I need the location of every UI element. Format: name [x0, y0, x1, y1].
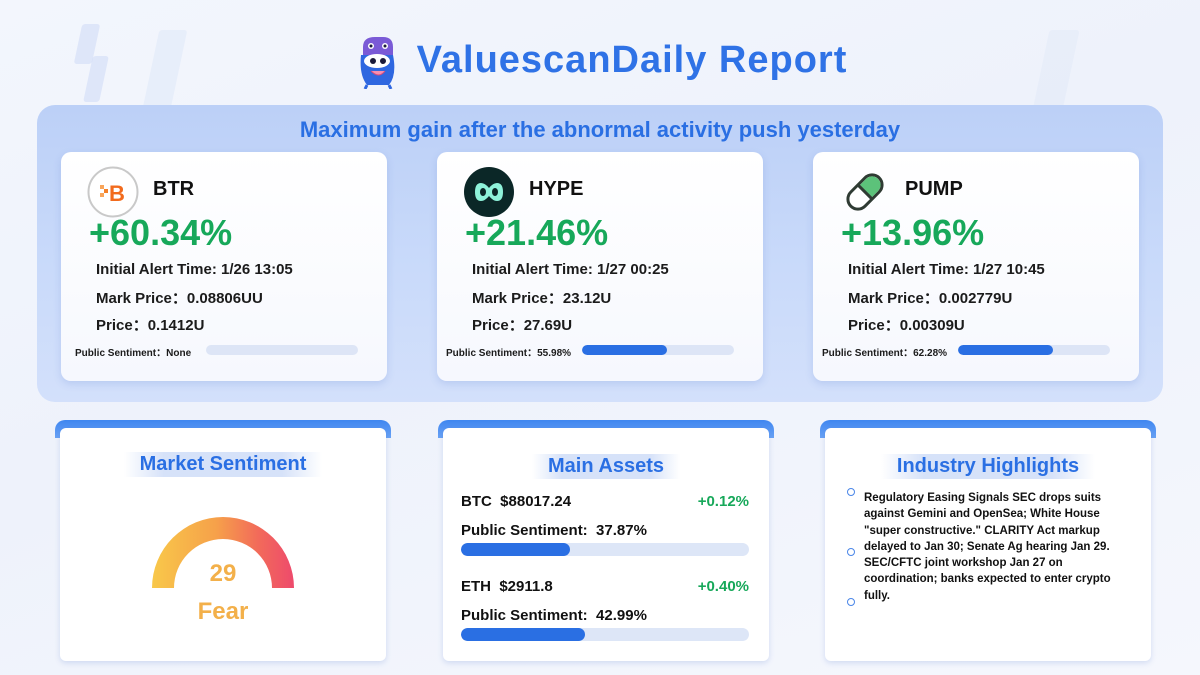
alert-time-row: Initial Alert Time: 1/27 10:45 — [848, 261, 1045, 278]
mark-price-row: Mark Price：0.002779U — [848, 287, 1012, 308]
asset-change: +0.40% — [697, 578, 749, 595]
mark-price-value: 23.12U — [562, 290, 612, 307]
asset-price: $2911.8 — [499, 578, 553, 595]
asset-row-btc[interactable]: BTC $88017.24 +0.12% — [461, 493, 749, 510]
asset-sentiment-bar — [461, 628, 749, 641]
page-title: ValuescanDaily Report — [416, 38, 848, 81]
alert-time-label: Initial Alert Time: — [472, 261, 593, 278]
public-sentiment-label: Public Sentiment：None — [75, 348, 192, 359]
alert-time-value: 1/27 00:25 — [597, 261, 669, 278]
mark-price-label: Mark Price： — [472, 290, 563, 307]
public-sentiment-value: 55.98% — [537, 348, 572, 359]
mark-price-label: Mark Price： — [848, 290, 939, 307]
public-sentiment-value: None — [166, 348, 192, 359]
hyperliquid-logo-icon — [464, 167, 514, 217]
pill-capsule-icon — [846, 173, 884, 211]
public-sentiment-value: 62.28% — [913, 348, 948, 359]
mark-price-value: 0.002779U — [938, 290, 1013, 307]
alert-time-value: 1/27 10:45 — [973, 261, 1045, 278]
coin-card-btr[interactable]: B BTR +60.34% Initial Alert Time: 1/26 1… — [61, 152, 387, 381]
mascot-logo-icon — [360, 37, 394, 89]
asset-row-eth[interactable]: ETH $2911.8 +0.40% — [461, 578, 749, 595]
coin-gain: +60.34% — [89, 212, 233, 253]
coin-name: HYPE — [529, 178, 584, 200]
alert-time-row: Initial Alert Time: 1/27 00:25 — [472, 261, 669, 278]
asset-symbol: BTC — [461, 493, 492, 510]
public-sentiment-label: Public Sentiment：55.98% — [446, 348, 572, 359]
price-value: 0.1412U — [147, 317, 205, 334]
asset-symbol: ETH — [461, 578, 491, 595]
asset-sentiment-row: Public Sentiment: 37.87% — [461, 522, 749, 539]
asset-price: $88017.24 — [500, 493, 572, 510]
price-label: Price： — [848, 317, 900, 334]
coin-name: PUMP — [905, 178, 963, 200]
public-sentiment-fill — [958, 345, 1053, 355]
mark-price-value: 0.08806UU — [186, 290, 263, 307]
asset-sentiment-label: Public Sentiment: — [461, 522, 588, 539]
asset-sentiment-fill — [461, 628, 585, 641]
coin-gain: +21.46% — [465, 212, 609, 253]
alert-time-row: Initial Alert Time: 1/26 13:05 — [96, 261, 293, 278]
market-sentiment-card[interactable]: Market Sentiment 29 Fear — [60, 428, 386, 661]
public-sentiment-label: Public Sentiment：62.28% — [822, 348, 948, 359]
industry-highlights-title: Industry Highlights — [880, 454, 1096, 479]
asset-sentiment-value: 37.87% — [596, 522, 647, 539]
asset-sentiment-row: Public Sentiment: 42.99% — [461, 607, 749, 624]
coin-card-pump[interactable]: PUMP +13.96% Initial Alert Time: 1/27 10… — [813, 152, 1139, 381]
top-gainers-panel: Maximum gain after the abnormal activity… — [37, 105, 1163, 402]
main-assets-card[interactable]: Main Assets BTC $88017.24 +0.12% Public … — [443, 428, 769, 661]
mark-price-row: Mark Price：0.08806UU — [96, 287, 263, 308]
mark-price-row: Mark Price：23.12U — [472, 287, 611, 308]
public-sentiment-bar — [582, 345, 734, 355]
coin-name: BTR — [153, 178, 195, 200]
price-value: 27.69U — [523, 317, 573, 334]
asset-change: +0.12% — [697, 493, 749, 510]
top-gainers-heading: Maximum gain after the abnormal activity… — [299, 117, 901, 142]
svg-text:B: B — [109, 181, 125, 206]
price-value: 0.00309U — [899, 317, 965, 334]
bitcoin-badge-icon: B — [87, 166, 139, 218]
mark-price-label: Mark Price： — [96, 290, 187, 307]
market-sentiment-label: Fear — [197, 598, 249, 625]
asset-sentiment-bar — [461, 543, 749, 556]
asset-sentiment-fill — [461, 543, 571, 556]
timeline-dot-icon — [847, 598, 855, 606]
industry-highlight-text: Regulatory Easing Signals SEC drops suit… — [864, 492, 1111, 602]
asset-sentiment-label: Public Sentiment: — [461, 607, 588, 624]
public-sentiment-bar — [958, 345, 1110, 355]
price-row: Price：27.69U — [472, 314, 572, 335]
fear-greed-gauge — [152, 517, 294, 588]
industry-highlights-card[interactable]: Industry Highlights Regulatory Easing Si… — [825, 428, 1151, 661]
market-sentiment-title: Market Sentiment — [123, 452, 323, 477]
alert-time-label: Initial Alert Time: — [96, 261, 217, 278]
public-sentiment-bar — [206, 345, 358, 355]
price-label: Price： — [472, 317, 524, 334]
public-sentiment-fill — [582, 345, 668, 355]
report-header: ValuescanDaily Report — [0, 28, 1200, 92]
timeline-dot-icon — [847, 548, 855, 556]
asset-sentiment-value: 42.99% — [596, 607, 647, 624]
timeline-dot-icon — [847, 488, 855, 496]
price-label: Price： — [96, 317, 148, 334]
alert-time-label: Initial Alert Time: — [848, 261, 969, 278]
alert-time-value: 1/26 13:05 — [221, 261, 293, 278]
market-sentiment-value: 29 — [209, 560, 237, 587]
highlights-timeline — [847, 488, 855, 606]
main-assets-title: Main Assets — [532, 454, 680, 479]
price-row: Price：0.1412U — [96, 314, 204, 335]
coin-gain: +13.96% — [841, 212, 985, 253]
coin-card-hype[interactable]: HYPE +21.46% Initial Alert Time: 1/27 00… — [437, 152, 763, 381]
price-row: Price：0.00309U — [848, 314, 965, 335]
